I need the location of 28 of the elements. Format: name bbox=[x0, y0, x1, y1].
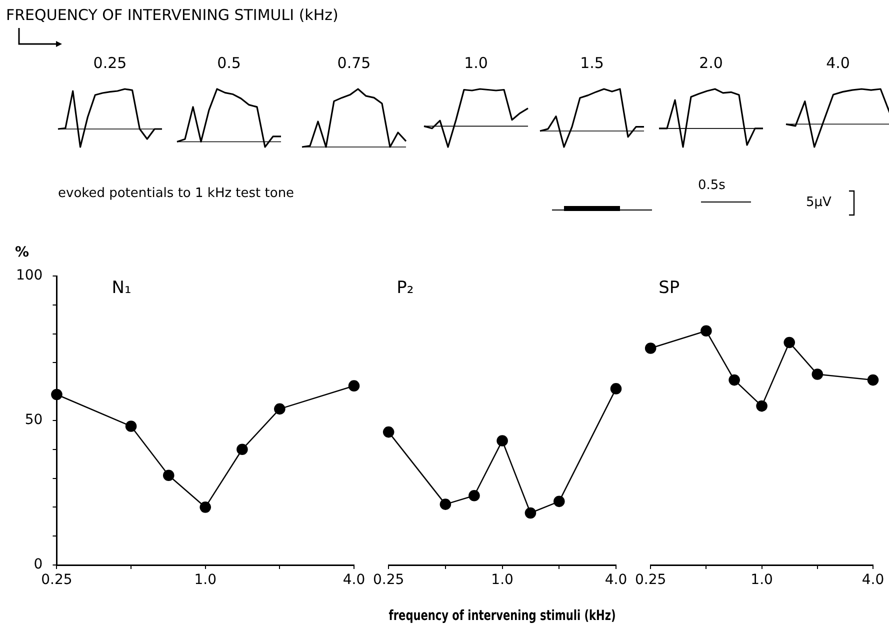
x-axis-title: frequency of intervening stimuli (kHz) bbox=[388, 606, 616, 624]
text: FREQUENCY OF INTERVENING STIMULI (kHz) bbox=[6, 6, 338, 24]
x-tick-label: 1.0 bbox=[491, 572, 514, 588]
chart-title: 0.25 bbox=[93, 54, 127, 72]
y-tick-label: 0 bbox=[34, 556, 43, 573]
y-axis-title: % bbox=[14, 244, 30, 261]
chart-title: 0.75 bbox=[337, 54, 371, 72]
text: evoked potentials to 1 kHz test tone bbox=[58, 186, 294, 201]
x-tick-label: 4.0 bbox=[342, 572, 366, 588]
chart-title: SP bbox=[658, 278, 680, 298]
x-tick-label: 0.25 bbox=[41, 572, 72, 588]
y-tick-label: 100 bbox=[16, 268, 43, 284]
chart-title: 4.0 bbox=[826, 54, 850, 72]
x-tick-label: 4.0 bbox=[604, 572, 628, 588]
chart-title: 1.5 bbox=[580, 54, 604, 72]
text: 5µV bbox=[806, 195, 832, 210]
text: 0.5s bbox=[698, 178, 726, 193]
chart-title: 1.0 bbox=[464, 54, 488, 72]
x-tick-label: 4.0 bbox=[862, 572, 884, 588]
x-tick-label: 1.0 bbox=[194, 572, 216, 588]
y-tick-label: 50 bbox=[24, 412, 43, 428]
chart-title: N₁ bbox=[112, 278, 132, 298]
x-tick-label: 1.0 bbox=[750, 572, 773, 588]
chart-title: P₂ bbox=[396, 278, 414, 298]
x-tick-label: 0.25 bbox=[373, 572, 404, 588]
chart-title: 0.5 bbox=[217, 54, 241, 72]
x-tick-label: 0.25 bbox=[635, 572, 666, 588]
chart-title: 2.0 bbox=[699, 54, 723, 72]
